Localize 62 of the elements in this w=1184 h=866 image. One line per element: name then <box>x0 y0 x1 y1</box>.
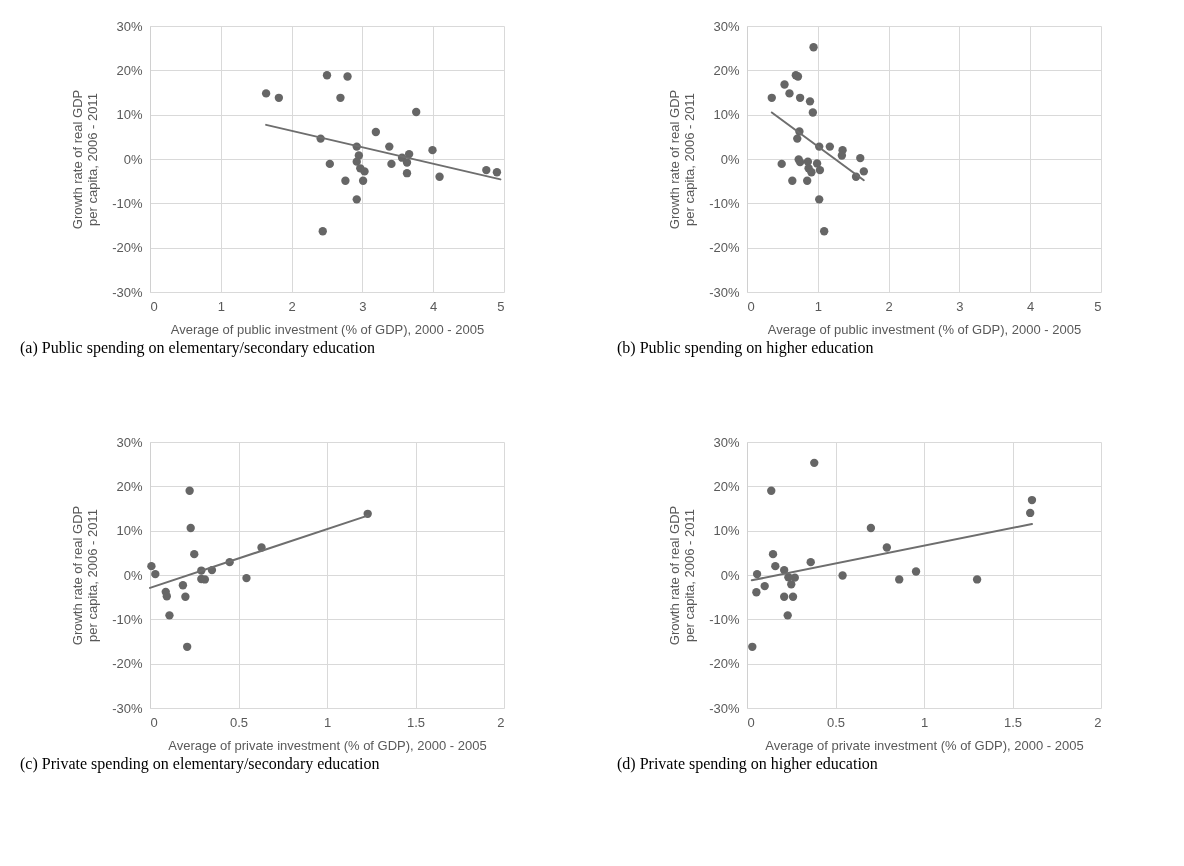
x-axis-title: Average of private investment (% of GDP), 2000 - 2005 <box>765 737 1084 753</box>
y-tick-label: -30% <box>709 284 740 300</box>
y-tick-label: 10% <box>116 523 143 539</box>
y-tick-label: 30% <box>713 434 740 450</box>
y-tick-label: -10% <box>709 195 740 211</box>
text: (c) Private spending on elementary/secondary education <box>20 755 380 773</box>
x-tick-label: 1 <box>217 298 225 314</box>
x-tick-label: 0 <box>747 714 755 730</box>
y-tick-label: 20% <box>713 62 740 78</box>
y-axis-title: Growth rate of real GDP per capita, 2006 - 2011 <box>667 89 698 230</box>
y-tick-label: 0% <box>123 151 143 167</box>
x-tick-label: 4 <box>430 298 438 314</box>
x-axis-title: Average of private investment (% of GDP), 2000 - 2005 <box>168 737 487 753</box>
y-tick-label: -10% <box>112 195 143 211</box>
y-tick-label: 0% <box>720 567 740 583</box>
x-tick-label: 1 <box>920 714 929 730</box>
x-tick-label: 0 <box>150 714 158 730</box>
y-tick-label: 10% <box>713 523 740 539</box>
y-tick-label: -30% <box>709 700 740 716</box>
x-tick-label: 1.5 <box>1003 714 1023 730</box>
y-tick-label: 0% <box>123 567 143 583</box>
y-tick-label: 20% <box>116 478 143 494</box>
y-tick-label: 0% <box>720 151 740 167</box>
x-tick-label: 0 <box>150 298 158 314</box>
x-tick-label: 5 <box>1094 298 1102 314</box>
x-axis-title: Average of public investment (% of GDP), 2000 - 2005 <box>767 321 1082 337</box>
y-tick-label: 30% <box>116 18 143 34</box>
y-tick-label: -20% <box>112 656 143 672</box>
x-tick-label: 1 <box>814 298 822 314</box>
x-tick-label: 2 <box>885 298 893 314</box>
x-tick-label: 2 <box>497 714 505 730</box>
x-tick-label: 2 <box>1094 714 1102 730</box>
y-tick-label: 30% <box>116 434 143 450</box>
y-tick-label: 20% <box>713 478 740 494</box>
x-tick-label: 1 <box>323 714 332 730</box>
y-tick-label: -10% <box>112 611 143 627</box>
y-tick-label: -20% <box>709 656 740 672</box>
x-tick-label: 3 <box>359 298 367 314</box>
y-tick-label: 10% <box>116 107 143 123</box>
x-tick-label: 0 <box>747 298 755 314</box>
y-tick-label: 10% <box>713 107 740 123</box>
x-tick-label: 5 <box>497 298 505 314</box>
x-tick-label: 1.5 <box>406 714 426 730</box>
y-tick-label: 20% <box>116 62 143 78</box>
x-tick-label: 0.5 <box>826 714 846 730</box>
text: (b) Public spending on higher education <box>617 339 874 357</box>
x-tick-label: 2 <box>288 298 296 314</box>
y-axis-title: Growth rate of real GDP per capita, 2006 - 2011 <box>70 505 101 646</box>
y-tick-label: -20% <box>112 240 143 256</box>
x-tick-label: 0.5 <box>229 714 249 730</box>
y-axis-title: Growth rate of real GDP per capita, 2006 - 2011 <box>70 89 101 230</box>
text: (a) Public spending on elementary/secondary education <box>20 339 375 357</box>
y-tick-label: -20% <box>709 240 740 256</box>
text: (d) Private spending on higher education <box>617 755 878 773</box>
y-tick-label: -30% <box>112 284 143 300</box>
x-tick-label: 4 <box>1027 298 1035 314</box>
y-tick-label: -10% <box>709 611 740 627</box>
y-tick-label: -30% <box>112 700 143 716</box>
y-axis-title: Growth rate of real GDP per capita, 2006 - 2011 <box>667 505 698 646</box>
y-tick-label: 30% <box>713 18 740 34</box>
x-tick-label: 3 <box>956 298 964 314</box>
x-axis-title: Average of public investment (% of GDP), 2000 - 2005 <box>170 321 485 337</box>
